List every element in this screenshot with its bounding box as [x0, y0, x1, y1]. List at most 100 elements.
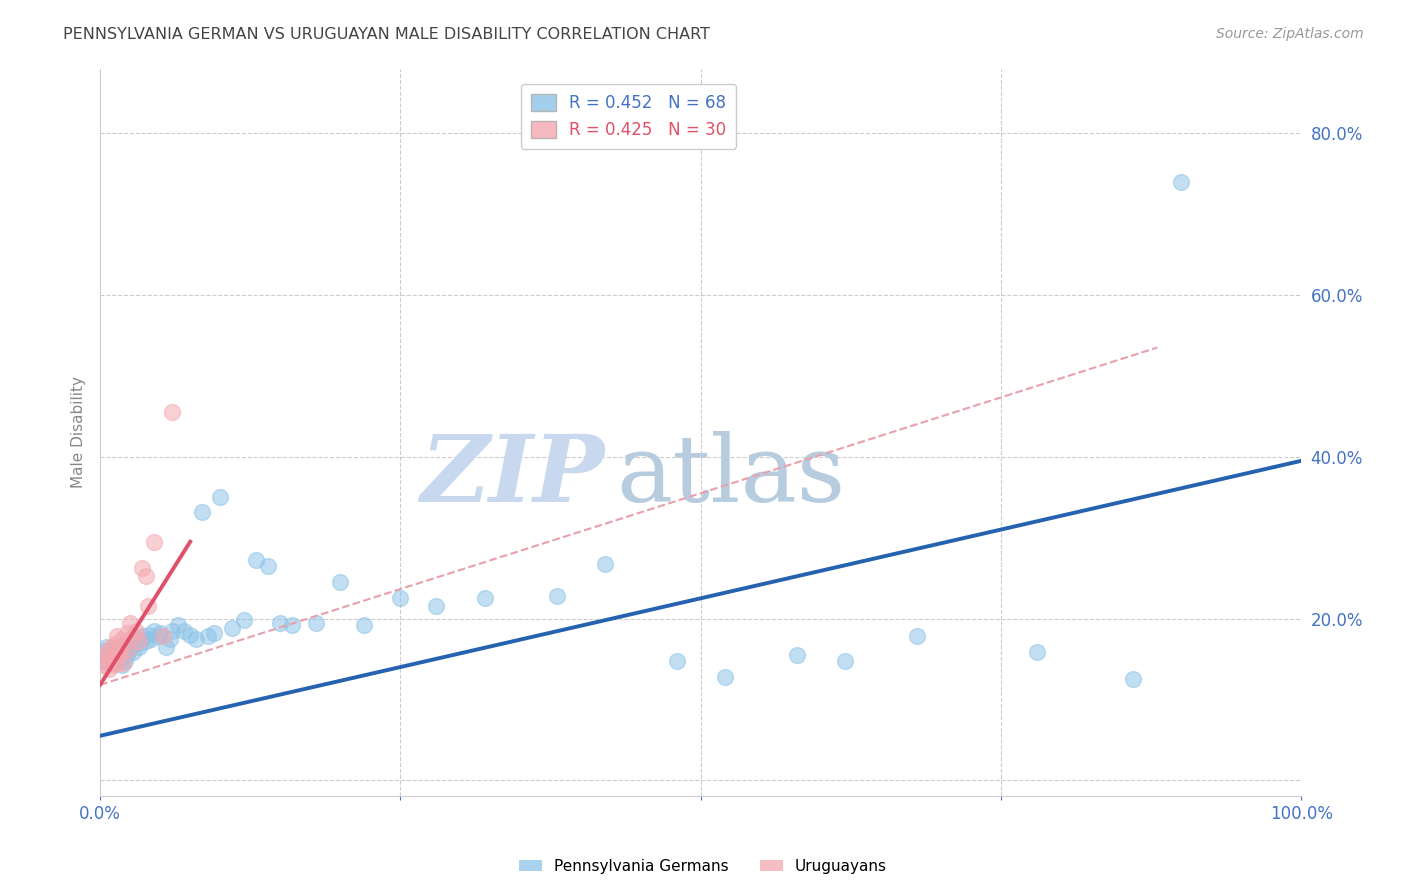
- Point: [135, 569, 157, 583]
- Point: [94, 652, 117, 666]
- Point: [94, 648, 117, 662]
- Point: [159, 632, 181, 646]
- Point: [103, 656, 125, 670]
- Point: [1026, 645, 1049, 659]
- Point: [96, 644, 118, 658]
- Point: [111, 656, 134, 670]
- Point: [143, 624, 166, 638]
- Point: [111, 650, 134, 665]
- Point: [149, 626, 172, 640]
- Point: [111, 658, 134, 673]
- Point: [105, 642, 128, 657]
- Point: [665, 654, 688, 668]
- Point: [155, 640, 177, 654]
- Point: [122, 629, 145, 643]
- Point: [111, 632, 134, 646]
- Point: [112, 637, 135, 651]
- Point: [186, 632, 208, 646]
- Point: [593, 557, 616, 571]
- Point: [94, 640, 117, 654]
- Y-axis label: Male Disability: Male Disability: [72, 376, 86, 489]
- Point: [100, 650, 122, 665]
- Point: [173, 624, 195, 638]
- Point: [118, 642, 141, 657]
- Point: [112, 644, 135, 658]
- Point: [135, 634, 157, 648]
- Point: [100, 645, 122, 659]
- Point: [93, 644, 115, 658]
- Point: [101, 640, 124, 654]
- Point: [93, 658, 115, 673]
- Point: [115, 626, 138, 640]
- Point: [281, 618, 304, 632]
- Point: [108, 642, 131, 657]
- Point: [209, 490, 232, 504]
- Point: [91, 654, 114, 668]
- Point: [1122, 672, 1144, 686]
- Point: [191, 505, 214, 519]
- Point: [98, 654, 121, 668]
- Point: [353, 618, 375, 632]
- Point: [233, 613, 256, 627]
- Point: [136, 599, 159, 614]
- Point: [329, 575, 352, 590]
- Point: [146, 629, 169, 643]
- Point: [96, 656, 118, 670]
- Point: [131, 561, 153, 575]
- Point: [103, 644, 125, 658]
- Point: [221, 621, 243, 635]
- Point: [128, 634, 150, 648]
- Point: [110, 640, 132, 654]
- Point: [103, 658, 125, 673]
- Point: [104, 648, 127, 662]
- Text: Source: ZipAtlas.com: Source: ZipAtlas.com: [1216, 27, 1364, 41]
- Point: [131, 629, 153, 643]
- Point: [905, 629, 928, 643]
- Point: [108, 645, 131, 659]
- Text: atlas: atlas: [617, 431, 846, 521]
- Point: [160, 405, 183, 419]
- Point: [101, 650, 124, 665]
- Point: [115, 648, 138, 662]
- Point: [245, 553, 267, 567]
- Point: [98, 654, 121, 668]
- Point: [202, 626, 225, 640]
- Point: [179, 628, 201, 642]
- Point: [143, 534, 166, 549]
- Point: [167, 618, 190, 632]
- Point: [128, 640, 150, 654]
- Legend: Pennsylvania Germans, Uruguayans: Pennsylvania Germans, Uruguayans: [513, 853, 893, 880]
- Point: [122, 634, 145, 648]
- Point: [786, 648, 808, 662]
- Point: [120, 615, 142, 630]
- Point: [128, 636, 150, 650]
- Point: [117, 637, 139, 651]
- Point: [257, 558, 280, 573]
- Point: [125, 632, 148, 646]
- Point: [105, 629, 128, 643]
- Point: [160, 624, 183, 638]
- Point: [97, 662, 120, 676]
- Point: [139, 632, 162, 646]
- Point: [197, 629, 219, 643]
- Point: [474, 591, 496, 606]
- Point: [103, 637, 125, 651]
- Point: [120, 642, 142, 657]
- Point: [104, 656, 127, 670]
- Point: [136, 628, 159, 642]
- Point: [425, 599, 447, 614]
- Point: [546, 589, 568, 603]
- Point: [305, 615, 328, 630]
- Point: [121, 645, 143, 659]
- Point: [91, 648, 114, 662]
- Point: [389, 591, 412, 606]
- Point: [110, 645, 132, 659]
- Text: ZIP: ZIP: [420, 431, 605, 521]
- Point: [1170, 175, 1192, 189]
- Text: PENNSYLVANIA GERMAN VS URUGUAYAN MALE DISABILITY CORRELATION CHART: PENNSYLVANIA GERMAN VS URUGUAYAN MALE DI…: [63, 27, 710, 42]
- Legend: R = 0.452   N = 68, R = 0.425   N = 30: R = 0.452 N = 68, R = 0.425 N = 30: [522, 84, 737, 149]
- Point: [107, 654, 129, 668]
- Point: [125, 624, 148, 638]
- Point: [269, 615, 291, 630]
- Point: [107, 648, 129, 662]
